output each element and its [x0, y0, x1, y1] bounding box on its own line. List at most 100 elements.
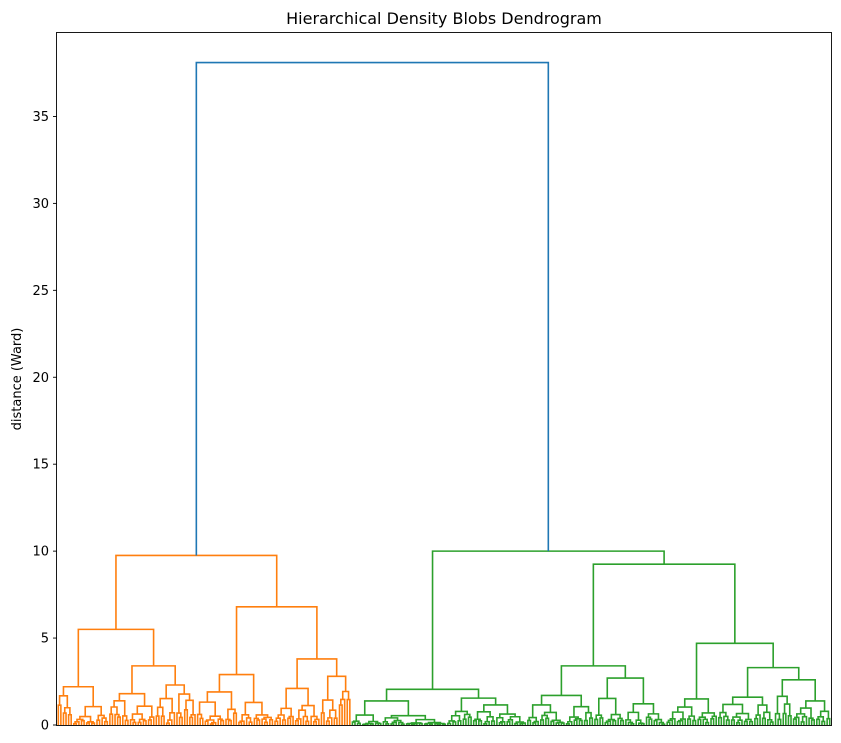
dendrogram-link: [732, 716, 741, 721]
dendrogram-link: [253, 717, 260, 725]
dendrogram-link: [263, 721, 269, 725]
dendrogram-link: [578, 719, 583, 725]
dendrogram-link: [717, 716, 723, 725]
dendrogram-link: [85, 722, 91, 725]
dendrogram-link: [450, 714, 461, 721]
dendrogram-link: [391, 721, 398, 725]
dendrogram-link: [457, 719, 462, 725]
dendrogram-link: [592, 563, 736, 666]
dendrogram-link: [382, 721, 389, 725]
dendrogram-link: [356, 722, 361, 725]
dendrogram-link: [400, 723, 405, 725]
dendrogram-link: [745, 718, 752, 722]
dendrogram-link: [520, 722, 527, 725]
dendrogram-link: [363, 700, 410, 716]
dendrogram-link: [687, 718, 692, 725]
dendrogram-link: [800, 721, 805, 725]
y-tick-label: 35: [32, 110, 49, 125]
dendrogram-link: [196, 713, 203, 725]
dendrogram-link: [329, 709, 337, 719]
dendrogram-link: [248, 721, 253, 725]
dendrogram-link: [116, 716, 122, 725]
dendrogram-link: [476, 710, 491, 720]
dendrogram-link: [826, 717, 831, 725]
dendrogram-link: [425, 722, 432, 725]
dendrogram-link: [218, 673, 255, 703]
dendrogram-link: [541, 714, 548, 720]
dendrogram-link: [507, 718, 514, 725]
dendrogram-link: [452, 721, 457, 725]
dendrogram-link: [124, 719, 129, 725]
dendrogram-link: [792, 718, 797, 725]
dendrogram-link: [91, 722, 96, 725]
dendrogram-link: [220, 719, 225, 725]
y-tick-label: 0: [41, 719, 49, 734]
dendrogram-link: [627, 711, 640, 721]
dendrogram-link: [96, 719, 101, 725]
dendrogram-link: [483, 704, 509, 715]
dendrogram-link: [496, 716, 504, 725]
dendrogram-link: [244, 701, 263, 715]
dendrogram-link: [178, 716, 183, 725]
dendrogram-link: [115, 554, 278, 630]
axes-frame: [56, 32, 832, 726]
dendrogram-link: [599, 717, 604, 725]
dendrogram-link: [118, 692, 146, 707]
dendrogram-link: [710, 718, 715, 725]
y-axis-label: distance (Ward): [10, 328, 25, 431]
dendrogram-link: [169, 711, 176, 725]
y-tick-label: 25: [32, 284, 49, 299]
dendrogram-link: [165, 684, 186, 699]
dendrogram-link: [781, 678, 816, 701]
dendrogram-link: [567, 720, 573, 725]
dendrogram-link: [560, 665, 627, 696]
dendrogram-link: [776, 695, 788, 714]
chart-title: Hierarchical Density Blobs Dendrogram: [286, 9, 602, 28]
dendrogram-link: [235, 605, 318, 675]
dendrogram-link: [796, 713, 806, 718]
dendrogram-link: [736, 721, 741, 725]
dendrogram-link: [594, 718, 599, 725]
dendrogram-link: [604, 721, 609, 725]
dendrogram-link: [478, 720, 483, 725]
dendrogram-link: [131, 665, 176, 694]
dendrogram-link: [275, 717, 281, 725]
dendrogram-link: [794, 716, 800, 725]
dendrogram-link: [363, 723, 369, 725]
dendrogram-link: [766, 719, 773, 725]
dendrogram-link: [384, 717, 399, 722]
dendrogram-link: [683, 698, 710, 713]
dendrogram-link: [573, 719, 578, 725]
dendrogram-link: [769, 721, 774, 725]
dendrogram-link: [667, 719, 674, 725]
dendrogram-link: [109, 713, 114, 725]
dendrogram-link: [574, 718, 582, 721]
dendrogram-link: [280, 707, 292, 717]
dendrogram-link: [232, 712, 238, 725]
dendrogram-link: [385, 688, 480, 701]
dendrogram-link: [147, 719, 152, 725]
dendrogram-link: [612, 719, 617, 725]
dendrogram-link: [539, 719, 545, 725]
dendrogram-link: [256, 719, 261, 725]
dendrogram-link: [573, 705, 590, 718]
dendrogram-link: [77, 628, 155, 687]
dendrogram-link: [556, 721, 564, 724]
dendrogram-link: [57, 704, 62, 725]
dendrogram-link: [619, 719, 625, 725]
dendrogram-link: [737, 719, 743, 725]
dendrogram-link: [160, 715, 165, 725]
dendrogram-link: [167, 719, 173, 725]
dendrogram-link: [514, 722, 519, 725]
dendrogram-link: [159, 697, 173, 713]
dendrogram-link: [113, 700, 126, 716]
dendrogram-link: [545, 717, 550, 725]
dendrogram-link: [560, 722, 565, 725]
dendrogram-link: [333, 717, 338, 725]
dendrogram-link: [103, 720, 109, 725]
dendrogram-link: [385, 722, 390, 725]
dendrogram-link: [583, 719, 588, 725]
dendrogram-link: [754, 717, 759, 725]
dendrogram-link: [565, 722, 570, 725]
dendrogram-link: [79, 715, 92, 722]
